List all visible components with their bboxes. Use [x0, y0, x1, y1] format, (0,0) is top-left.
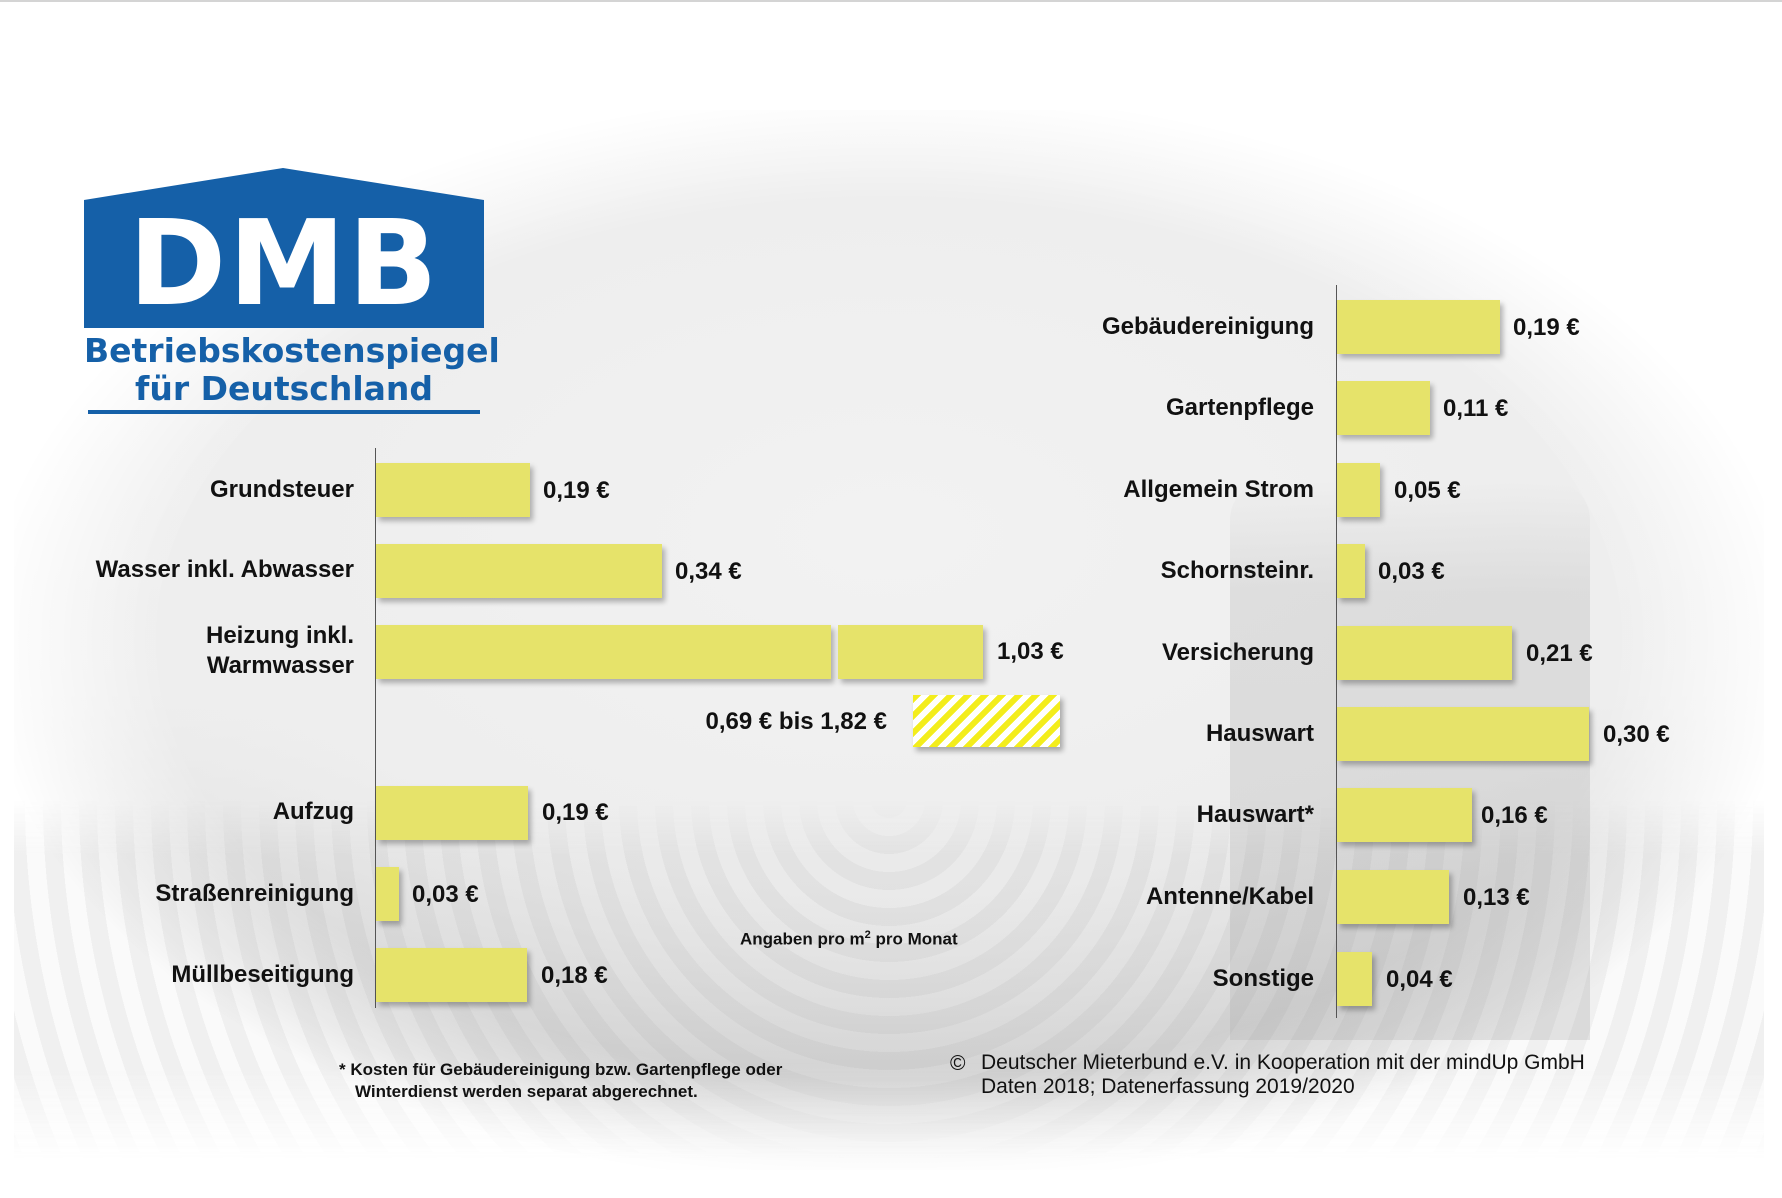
right-label-hauswart: Hauswart: [1205, 720, 1314, 747]
left-label-aufzug: Aufzug: [272, 798, 354, 825]
bar-hauswart-star: [1337, 788, 1472, 842]
value-sonstige: 0,04 €: [1386, 966, 1453, 993]
right-label-schornsteinr: Schornsteinr.: [1160, 557, 1314, 584]
left-label-heizung-line1: Heizung inkl.: [205, 622, 354, 649]
dmb-logo: DMB Betriebskostenspiegel für Deutschlan…: [84, 168, 500, 418]
heizung-range-label: 0,69 € bis 1,82 €: [705, 708, 887, 735]
left-label-muellbeseitigung: Müllbeseitigung: [171, 961, 354, 988]
bar-versicherung: [1337, 626, 1512, 680]
value-schornsteinr: 0,03 €: [1378, 558, 1445, 585]
unit-note: Angaben pro m2 pro Monat: [740, 929, 958, 949]
value-hauswart: 0,30 €: [1603, 721, 1670, 748]
right-label-versicherung: Versicherung: [1161, 639, 1314, 666]
left-axis: [375, 448, 376, 1008]
footnote: * Kosten für Gebäudereinigung bzw. Garte…: [339, 1059, 782, 1103]
heizung-range-hatch: [913, 695, 1060, 747]
value-wasser: 0,34 €: [675, 558, 742, 585]
value-gebaeudereinigung: 0,19 €: [1513, 314, 1580, 341]
left-label-grundsteuer: Grundsteuer: [209, 476, 354, 503]
bar-muellbeseitigung: [376, 948, 527, 1002]
bar-antenne-kabel: [1337, 870, 1449, 924]
right-axis: [1336, 285, 1337, 1018]
top-border: [0, 0, 1782, 2]
value-muellbeseitigung: 0,18 €: [541, 962, 608, 989]
bar-grundsteuer: [376, 463, 530, 517]
bar-schornsteinr: [1337, 544, 1365, 598]
value-versicherung: 0,21 €: [1526, 640, 1593, 667]
right-label-hauswart-star: Hauswart*: [1196, 801, 1314, 828]
source-credit: Deutscher Mieterbund e.V. in Kooperation…: [981, 1051, 1585, 1099]
bar-heizung-part1: [376, 625, 831, 679]
bar-sonstige: [1337, 952, 1372, 1006]
logo-subtitle-line1: Betriebskostenspiegel: [84, 331, 500, 370]
left-label-strassenreinigung: Straßenreinigung: [155, 880, 354, 907]
value-hauswart-star: 0,16 €: [1481, 802, 1548, 829]
value-heizung: 1,03 €: [997, 638, 1064, 665]
value-antenne-kabel: 0,13 €: [1463, 884, 1530, 911]
logo-subtitle-line2: für Deutschland: [134, 369, 434, 408]
bar-aufzug: [376, 786, 528, 840]
bar-hauswart: [1337, 707, 1589, 761]
right-label-allgemein-strom: Allgemein Strom: [1123, 476, 1314, 503]
bar-gartenpflege: [1337, 381, 1430, 435]
bar-wasser: [376, 544, 662, 598]
bar-gebaeudereinigung: [1337, 300, 1500, 354]
background-roof-tiles: [14, 800, 1764, 1160]
copyright-icon: ©: [950, 1052, 966, 1075]
credit-line1: Deutscher Mieterbund e.V. in Kooperation…: [981, 1051, 1585, 1074]
footnote-line1: * Kosten für Gebäudereinigung bzw. Garte…: [339, 1060, 783, 1079]
credit-line2: Daten 2018; Datenerfassung 2019/2020: [981, 1075, 1355, 1098]
bar-allgemein-strom: [1337, 463, 1380, 517]
logo-underline: [88, 410, 480, 414]
right-label-gebaeudereinigung: Gebäudereinigung: [1101, 313, 1314, 340]
left-label-heizung-line2: Warmwasser: [206, 652, 354, 679]
value-grundsteuer: 0,19 €: [543, 477, 610, 504]
value-strassenreinigung: 0,03 €: [412, 881, 479, 908]
bar-strassenreinigung: [376, 867, 399, 921]
logo-letters: DMB: [128, 194, 440, 332]
value-allgemein-strom: 0,05 €: [1394, 477, 1461, 504]
value-gartenpflege: 0,11 €: [1443, 395, 1509, 422]
value-aufzug: 0,19 €: [542, 799, 609, 826]
house-roof-icon: [84, 168, 484, 328]
right-label-antenne-kabel: Antenne/Kabel: [1145, 883, 1314, 910]
bar-heizung-part2: [838, 625, 983, 679]
right-label-sonstige: Sonstige: [1212, 965, 1314, 992]
footnote-line2: Winterdienst werden separat abgerechnet.: [355, 1082, 698, 1101]
right-label-gartenpflege: Gartenpflege: [1165, 394, 1314, 421]
left-label-wasser: Wasser inkl. Abwasser: [95, 556, 354, 583]
